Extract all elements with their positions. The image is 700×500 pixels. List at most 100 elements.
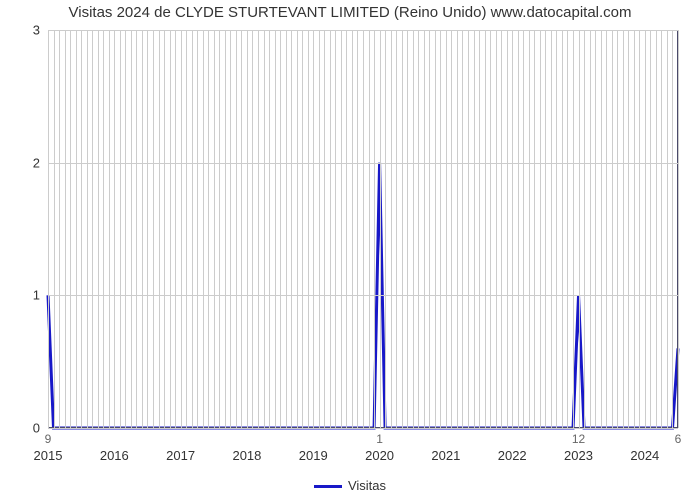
grid-v bbox=[164, 30, 165, 428]
grid-v bbox=[490, 30, 491, 428]
grid-v bbox=[639, 30, 640, 428]
grid-v bbox=[457, 30, 458, 428]
grid-v bbox=[656, 30, 657, 428]
grid-v bbox=[612, 30, 613, 428]
grid-v bbox=[435, 30, 436, 428]
chart-title: Visitas 2024 de CLYDE STURTEVANT LIMITED… bbox=[0, 4, 700, 21]
value-label: 6 bbox=[675, 432, 682, 446]
grid-v bbox=[595, 30, 596, 428]
grid-v bbox=[440, 30, 441, 428]
grid-v bbox=[114, 30, 115, 428]
grid-v bbox=[170, 30, 171, 428]
grid-v bbox=[413, 30, 414, 428]
grid-v bbox=[346, 30, 347, 428]
grid-v bbox=[120, 30, 121, 428]
grid-v bbox=[623, 30, 624, 428]
grid-v bbox=[125, 30, 126, 428]
grid-v bbox=[208, 30, 209, 428]
grid-v bbox=[197, 30, 198, 428]
grid-v bbox=[523, 30, 524, 428]
grid-v bbox=[65, 30, 66, 428]
grid-v bbox=[650, 30, 651, 428]
grid-v bbox=[562, 30, 563, 428]
grid-v bbox=[230, 30, 231, 428]
grid-v bbox=[573, 30, 574, 428]
grid-v bbox=[501, 30, 502, 428]
grid-v bbox=[219, 30, 220, 428]
grid-v bbox=[103, 30, 104, 428]
grid-v bbox=[258, 30, 259, 428]
legend: Visitas bbox=[0, 478, 700, 493]
plot-area: 0123201520162017201820192020202120222023… bbox=[48, 30, 678, 428]
grid-v bbox=[175, 30, 176, 428]
grid-v bbox=[76, 30, 77, 428]
grid-v bbox=[136, 30, 137, 428]
grid-v bbox=[247, 30, 248, 428]
grid-v bbox=[556, 30, 557, 428]
grid-v bbox=[479, 30, 480, 428]
grid-v bbox=[391, 30, 392, 428]
grid-v bbox=[352, 30, 353, 428]
grid-v bbox=[363, 30, 364, 428]
grid-v bbox=[407, 30, 408, 428]
x-tick-label: 2015 bbox=[34, 448, 63, 463]
grid-v bbox=[374, 30, 375, 428]
grid-v bbox=[402, 30, 403, 428]
grid-v bbox=[147, 30, 148, 428]
grid-v bbox=[153, 30, 154, 428]
value-label: 12 bbox=[572, 432, 585, 446]
grid-v bbox=[485, 30, 486, 428]
grid-v bbox=[92, 30, 93, 428]
grid-v bbox=[661, 30, 662, 428]
grid-v bbox=[186, 30, 187, 428]
grid-v bbox=[567, 30, 568, 428]
y-tick-label: 2 bbox=[33, 155, 40, 170]
grid-v bbox=[98, 30, 99, 428]
grid-v bbox=[264, 30, 265, 428]
x-tick-label: 2017 bbox=[166, 448, 195, 463]
grid-v bbox=[214, 30, 215, 428]
grid-v bbox=[302, 30, 303, 428]
grid-v bbox=[429, 30, 430, 428]
grid-v bbox=[291, 30, 292, 428]
grid-v bbox=[424, 30, 425, 428]
value-label: 9 bbox=[45, 432, 52, 446]
legend-label: Visitas bbox=[348, 478, 386, 493]
grid-v bbox=[203, 30, 204, 428]
x-tick-label: 2019 bbox=[299, 448, 328, 463]
x-tick-label: 2016 bbox=[100, 448, 129, 463]
grid-v bbox=[385, 30, 386, 428]
grid-v bbox=[634, 30, 635, 428]
grid-v bbox=[330, 30, 331, 428]
grid-v bbox=[308, 30, 309, 428]
grid-v bbox=[396, 30, 397, 428]
grid-v bbox=[280, 30, 281, 428]
grid-v bbox=[54, 30, 55, 428]
grid-v bbox=[324, 30, 325, 428]
grid-v bbox=[109, 30, 110, 428]
y-tick-label: 1 bbox=[33, 288, 40, 303]
grid-v bbox=[678, 30, 679, 428]
grid-v bbox=[131, 30, 132, 428]
chart-container: Visitas 2024 de CLYDE STURTEVANT LIMITED… bbox=[0, 0, 700, 500]
grid-v bbox=[468, 30, 469, 428]
grid-v bbox=[275, 30, 276, 428]
grid-v bbox=[672, 30, 673, 428]
value-label: 1 bbox=[376, 432, 383, 446]
grid-v bbox=[380, 30, 381, 428]
grid-v bbox=[507, 30, 508, 428]
grid-v bbox=[286, 30, 287, 428]
grid-v bbox=[628, 30, 629, 428]
grid-v bbox=[512, 30, 513, 428]
grid-v bbox=[357, 30, 358, 428]
grid-v bbox=[496, 30, 497, 428]
grid-v bbox=[70, 30, 71, 428]
grid-v bbox=[297, 30, 298, 428]
x-tick-label: 2021 bbox=[431, 448, 460, 463]
grid-v bbox=[617, 30, 618, 428]
x-tick-label: 2023 bbox=[564, 448, 593, 463]
grid-v bbox=[518, 30, 519, 428]
x-tick-label: 2020 bbox=[365, 448, 394, 463]
grid-v bbox=[584, 30, 585, 428]
grid-v bbox=[474, 30, 475, 428]
